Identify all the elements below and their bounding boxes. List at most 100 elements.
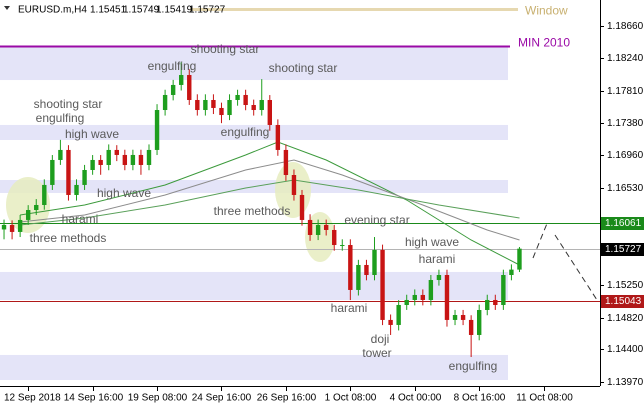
candle-body: [444, 274, 450, 320]
candle-body: [106, 149, 111, 165]
annotation: high wave: [65, 127, 119, 141]
candle-body: [307, 219, 313, 235]
candle-body: [243, 94, 248, 106]
symbol: EURUSD.m,H4: [18, 5, 87, 16]
candle-body: [380, 249, 385, 320]
candle-body: [90, 159, 95, 170]
candle-body: [501, 274, 506, 305]
candle-body: [332, 229, 337, 246]
y-tick-label: 1.17380: [607, 118, 644, 129]
level-label-bg: [601, 243, 644, 256]
highlight: [6, 177, 50, 233]
candle-body: [315, 224, 321, 235]
level-name: MIN 2010: [518, 36, 570, 50]
y-tick-label: 1.17810: [607, 86, 644, 97]
x-tick-label: 24 Sep 16:00: [192, 393, 252, 404]
candle-body: [259, 99, 264, 111]
annotation: engulfing: [449, 359, 498, 373]
candle-body: [34, 204, 39, 211]
candle-body: [299, 194, 305, 220]
candle-body: [283, 149, 289, 176]
level-label: 1.15727: [605, 244, 642, 255]
candle-body: [42, 184, 47, 205]
candle-body: [122, 154, 128, 165]
level-label: 1.16061: [605, 218, 642, 229]
annotation: engulfing: [221, 125, 270, 139]
moving-average: [20, 179, 520, 226]
candle-body: [509, 269, 514, 275]
candle-body: [179, 75, 184, 85]
candle-body: [323, 224, 329, 230]
candle-body: [412, 294, 417, 300]
candle-body: [227, 99, 232, 116]
annotation: engulfing: [148, 59, 197, 73]
candle-body: [396, 304, 401, 325]
annotation: shooting star: [191, 42, 260, 56]
candle-body: [485, 299, 490, 310]
candle-body: [130, 154, 136, 165]
annotation: doji: [371, 332, 390, 346]
candle-body: [428, 280, 434, 300]
candle-body: [146, 149, 152, 165]
annotation: high wave: [405, 235, 459, 249]
level-label-bg: [601, 295, 644, 308]
x-tick-label: 26 Sep 16:00: [257, 393, 317, 404]
y-tick-label: 1.18240: [607, 53, 644, 64]
candle-body: [50, 159, 55, 185]
zone: [0, 354, 508, 381]
x-tick-label: 14 Sep 16:00: [64, 393, 124, 404]
candle-body: [267, 99, 272, 125]
candle-body: [211, 99, 216, 108]
y-tick-label: 1.18660: [607, 21, 644, 32]
candle-body: [98, 159, 103, 165]
candle-body: [162, 94, 168, 111]
candle-body: [404, 299, 409, 305]
annotation: high wave: [97, 186, 151, 200]
candle-body: [356, 264, 361, 290]
level-label-bg: [601, 217, 644, 230]
candle-body: [154, 110, 160, 150]
x-tick-label: 8 Oct 16:00: [454, 393, 506, 404]
candle-body: [9, 224, 15, 232]
candle-body: [517, 248, 522, 270]
annotation: shooting star: [34, 97, 103, 111]
projection: [554, 234, 598, 301]
candles: [1, 62, 522, 357]
annotation: tower: [362, 346, 391, 360]
candle-body: [195, 99, 200, 111]
candle-body: [82, 169, 87, 185]
levels: Window MIN 2010: [0, 4, 600, 302]
y-tick-label: 1.14820: [607, 313, 644, 324]
candle-body: [58, 149, 63, 160]
candle-body: [1, 224, 7, 230]
candle-body: [74, 184, 79, 195]
ohlc-open: 1.15451: [90, 5, 127, 16]
candle-body: [468, 319, 474, 335]
ohlc-close: 1.15727: [189, 5, 226, 16]
y-tick-label: 1.16530: [607, 183, 644, 194]
annotation: engulfing: [36, 111, 85, 125]
candle-body: [275, 124, 281, 150]
annotation: three methods: [30, 231, 107, 245]
candle-body: [187, 75, 192, 100]
y-tick-label: 1.15250: [607, 280, 644, 291]
candle-body: [203, 99, 208, 111]
candle-body: [25, 210, 31, 220]
candle-body: [17, 219, 23, 232]
zones: [0, 46, 508, 381]
axes: 1.16061 1.15727 1.15043 1.18660 1.18240 1.178…: [4, 21, 644, 404]
annotation: harami: [62, 212, 99, 226]
candle-body: [452, 315, 458, 320]
zone: [0, 46, 508, 81]
candle-body: [420, 294, 426, 300]
candle-body: [436, 274, 442, 281]
zone: [0, 124, 508, 141]
level-label: 1.15043: [605, 296, 642, 307]
annotation: harami: [419, 252, 456, 266]
x-tick-label: 19 Sep 08:00: [128, 393, 188, 404]
projection: [532, 220, 549, 259]
candle-body: [219, 107, 224, 116]
annotation: shooting star: [269, 61, 338, 75]
